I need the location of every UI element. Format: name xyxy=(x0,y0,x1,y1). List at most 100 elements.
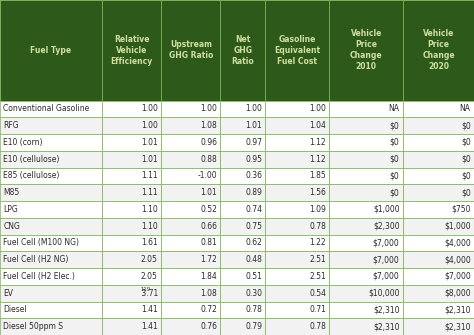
Bar xyxy=(0,168,102,184)
Bar xyxy=(329,184,403,201)
Bar xyxy=(102,168,161,184)
Text: 1.56: 1.56 xyxy=(309,188,326,197)
Bar xyxy=(220,302,265,318)
Bar xyxy=(102,201,161,218)
Bar xyxy=(0,285,102,302)
Bar xyxy=(220,168,265,184)
Text: Fuel Cell (H2 Elec.): Fuel Cell (H2 Elec.) xyxy=(3,272,75,281)
Text: $7,000: $7,000 xyxy=(373,239,400,247)
Bar xyxy=(161,100,220,117)
Text: 1.84: 1.84 xyxy=(201,272,217,281)
Bar xyxy=(220,285,265,302)
Bar xyxy=(329,285,403,302)
Bar xyxy=(161,184,220,201)
Text: 1.41: 1.41 xyxy=(141,306,158,314)
Bar xyxy=(403,285,474,302)
Bar xyxy=(329,151,403,168)
Bar xyxy=(265,285,329,302)
Bar xyxy=(161,117,220,134)
Bar xyxy=(161,201,220,218)
Text: 0.66: 0.66 xyxy=(200,222,217,230)
Text: 0.78: 0.78 xyxy=(245,306,262,314)
Bar xyxy=(102,151,161,168)
Bar xyxy=(220,100,265,117)
Text: $2,300: $2,300 xyxy=(373,222,400,230)
Bar xyxy=(0,201,102,218)
Text: E10 (cellulose): E10 (cellulose) xyxy=(3,155,60,163)
Text: 1.09: 1.09 xyxy=(309,205,326,214)
Bar xyxy=(265,201,329,218)
Text: 0.36: 0.36 xyxy=(245,172,262,180)
Text: 0.79: 0.79 xyxy=(245,322,262,331)
Text: $0: $0 xyxy=(461,188,471,197)
Text: 0.74: 0.74 xyxy=(245,205,262,214)
Bar xyxy=(0,234,102,251)
Bar xyxy=(329,100,403,117)
Bar xyxy=(329,234,403,251)
Bar xyxy=(329,302,403,318)
Bar xyxy=(0,100,102,117)
Bar xyxy=(329,268,403,285)
Bar xyxy=(265,134,329,151)
Bar xyxy=(403,201,474,218)
Text: 0.76: 0.76 xyxy=(200,322,217,331)
Text: $8,000: $8,000 xyxy=(444,289,471,297)
Text: 1.01: 1.01 xyxy=(141,155,158,163)
Text: 1.08: 1.08 xyxy=(201,289,217,297)
Text: $0: $0 xyxy=(390,138,400,147)
Bar xyxy=(403,218,474,234)
Text: 1.00: 1.00 xyxy=(200,105,217,113)
Text: E85 (cellulose): E85 (cellulose) xyxy=(3,172,60,180)
Bar xyxy=(265,268,329,285)
Bar xyxy=(161,168,220,184)
Text: Vehicle
Price
Change
2010: Vehicle Price Change 2010 xyxy=(350,29,383,71)
Text: 0.81: 0.81 xyxy=(201,239,217,247)
Bar xyxy=(102,234,161,251)
Text: 0.96: 0.96 xyxy=(200,138,217,147)
Bar xyxy=(220,184,265,201)
Text: 1.11: 1.11 xyxy=(141,188,158,197)
Text: LPG: LPG xyxy=(3,205,18,214)
Text: CNG: CNG xyxy=(3,222,20,230)
Bar xyxy=(220,318,265,335)
Text: NA: NA xyxy=(389,105,400,113)
Bar xyxy=(0,134,102,151)
Text: $2,310: $2,310 xyxy=(373,306,400,314)
Text: 0.48: 0.48 xyxy=(245,255,262,264)
Bar xyxy=(220,218,265,234)
Bar xyxy=(403,151,474,168)
Text: Gasoline
Equivalent
Fuel Cost: Gasoline Equivalent Fuel Cost xyxy=(274,35,320,66)
Text: 0.88: 0.88 xyxy=(201,155,217,163)
Text: Diesel 50ppm S: Diesel 50ppm S xyxy=(3,322,64,331)
Text: $2,310: $2,310 xyxy=(444,306,471,314)
Text: $0: $0 xyxy=(390,172,400,180)
Text: 0.51: 0.51 xyxy=(245,272,262,281)
Text: 1.41: 1.41 xyxy=(141,322,158,331)
Text: $2,310: $2,310 xyxy=(444,322,471,331)
Bar xyxy=(102,0,161,100)
Text: $0: $0 xyxy=(390,121,400,130)
Bar xyxy=(329,168,403,184)
Bar xyxy=(403,117,474,134)
Text: 0.54: 0.54 xyxy=(309,289,326,297)
Bar xyxy=(265,100,329,117)
Text: $7,000: $7,000 xyxy=(373,272,400,281)
Bar xyxy=(161,234,220,251)
Bar xyxy=(403,318,474,335)
Bar xyxy=(102,285,161,302)
Bar xyxy=(0,251,102,268)
Text: 1.08: 1.08 xyxy=(201,121,217,130)
Text: Vehicle
Price
Change
2020: Vehicle Price Change 2020 xyxy=(422,29,455,71)
Bar xyxy=(102,318,161,335)
Bar xyxy=(265,151,329,168)
Text: RFG: RFG xyxy=(3,121,19,130)
Bar xyxy=(161,0,220,100)
Bar xyxy=(220,117,265,134)
Text: 1.01: 1.01 xyxy=(246,121,262,130)
Bar xyxy=(0,117,102,134)
Text: 0.75: 0.75 xyxy=(245,222,262,230)
Bar xyxy=(329,318,403,335)
Bar xyxy=(220,234,265,251)
Bar xyxy=(265,0,329,100)
Bar xyxy=(403,234,474,251)
